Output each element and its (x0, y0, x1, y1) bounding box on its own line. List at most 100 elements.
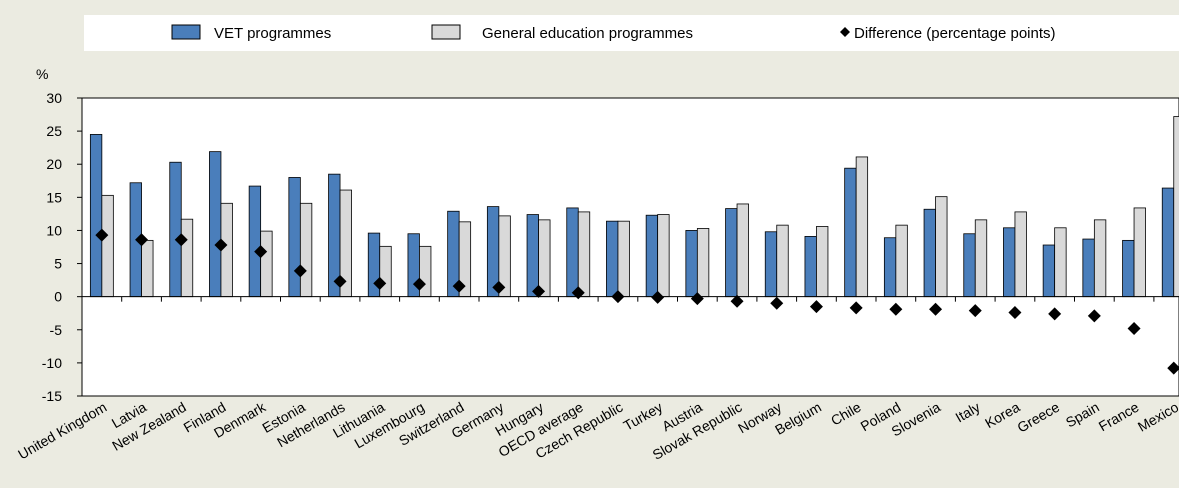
difference-marker (651, 290, 665, 304)
vet-bar (764, 231, 778, 298)
legend-label-general: General education programmes (482, 25, 693, 42)
difference-marker (1167, 361, 1179, 375)
general-bar (657, 214, 670, 298)
general-bar (419, 245, 432, 298)
y-tick-label: 15 (46, 189, 62, 205)
general-bar (895, 224, 908, 298)
general-bar (1173, 116, 1179, 298)
difference-marker (135, 233, 149, 247)
difference-marker (929, 302, 943, 316)
general-bar (538, 219, 551, 298)
vet-bar (923, 208, 936, 298)
x-category-label: Turkey (621, 399, 666, 434)
general-bar (299, 202, 313, 298)
y-tick-label: -15 (42, 388, 62, 404)
y-axis-unit-label: % (36, 66, 48, 82)
y-tick-label: -5 (50, 322, 63, 338)
general-bar (1093, 219, 1107, 298)
legend-swatch-general (431, 24, 461, 40)
difference-marker (492, 280, 506, 294)
general-bar (1014, 211, 1027, 298)
difference-marker (254, 245, 268, 259)
legend: VET programmes General education program… (171, 24, 1056, 42)
legend-label-difference: Difference (percentage points) (854, 25, 1056, 42)
difference-marker (730, 294, 744, 308)
difference-marker (214, 238, 228, 252)
general-bar (935, 196, 948, 298)
difference-marker (571, 286, 585, 300)
difference-marker (1127, 321, 1141, 335)
general-bar (855, 156, 869, 298)
difference-marker (412, 277, 426, 291)
vet-bar (248, 185, 262, 298)
general-bar (736, 203, 749, 298)
general-bar (180, 218, 194, 298)
x-category-label: Greece (1014, 399, 1062, 436)
general-bar (1133, 207, 1146, 298)
general-bar (101, 194, 114, 298)
vet-bar (288, 177, 301, 298)
x-category-label: France (1096, 399, 1142, 435)
y-tick-label: 0 (54, 289, 62, 305)
difference-marker (532, 284, 546, 298)
vet-bar (1003, 227, 1016, 298)
x-category-label: United Kingdom (15, 399, 109, 463)
general-bar (1054, 227, 1067, 298)
general-bar (974, 219, 988, 298)
x-category-label: Chile (828, 399, 864, 429)
vet-bar (883, 237, 897, 298)
difference-marker (1087, 309, 1101, 323)
y-tick-label: 30 (46, 90, 62, 106)
general-bar (260, 230, 273, 298)
vet-bar (963, 233, 976, 298)
x-category-label: Italy (953, 399, 983, 426)
general-bar (220, 202, 233, 298)
difference-marker (889, 302, 903, 316)
difference-marker (1008, 306, 1022, 320)
vet-bar (1122, 239, 1135, 298)
difference-marker (452, 279, 466, 293)
y-tick-label: 5 (54, 256, 62, 272)
difference-marker (809, 300, 823, 314)
difference-marker (770, 296, 784, 310)
x-category-label: Belgium (772, 399, 824, 438)
vet-bar (1042, 244, 1056, 298)
vet-bar (804, 236, 817, 298)
vet-bar (685, 230, 698, 298)
vet-bar (209, 151, 222, 298)
difference-marker (1048, 307, 1062, 321)
vet-bar (526, 214, 539, 298)
legend-swatch-vet (171, 24, 201, 40)
difference-marker (968, 304, 982, 318)
y-tick-label: 25 (46, 123, 62, 139)
general-bar (141, 239, 154, 298)
y-tick-label: 10 (46, 222, 62, 238)
vet-bar (725, 208, 738, 298)
vet-bar (606, 220, 619, 298)
vet-bar (645, 214, 659, 298)
legend-background (84, 15, 1179, 51)
legend-label-vet: VET programmes (214, 25, 331, 42)
difference-marker (174, 233, 188, 247)
general-bar (379, 245, 392, 298)
vet-bar (89, 134, 103, 298)
general-bar (577, 211, 591, 298)
difference-marker (95, 228, 109, 242)
difference-marker (293, 264, 307, 278)
difference-marker (333, 274, 347, 288)
y-tick-label: 20 (46, 156, 62, 172)
difference-marker (849, 301, 863, 315)
y-tick-label: -10 (42, 355, 62, 371)
difference-marker (373, 276, 387, 290)
general-bar (696, 228, 710, 298)
difference-marker (690, 292, 704, 306)
vet-bar (1161, 187, 1175, 298)
difference-marker (611, 290, 625, 304)
general-bar (617, 220, 630, 298)
vet-bar (1082, 238, 1095, 298)
vet-bar (844, 167, 857, 298)
x-category-label: Mexico (1135, 399, 1179, 435)
vet-bar (169, 161, 182, 298)
vet-bar (566, 207, 579, 298)
